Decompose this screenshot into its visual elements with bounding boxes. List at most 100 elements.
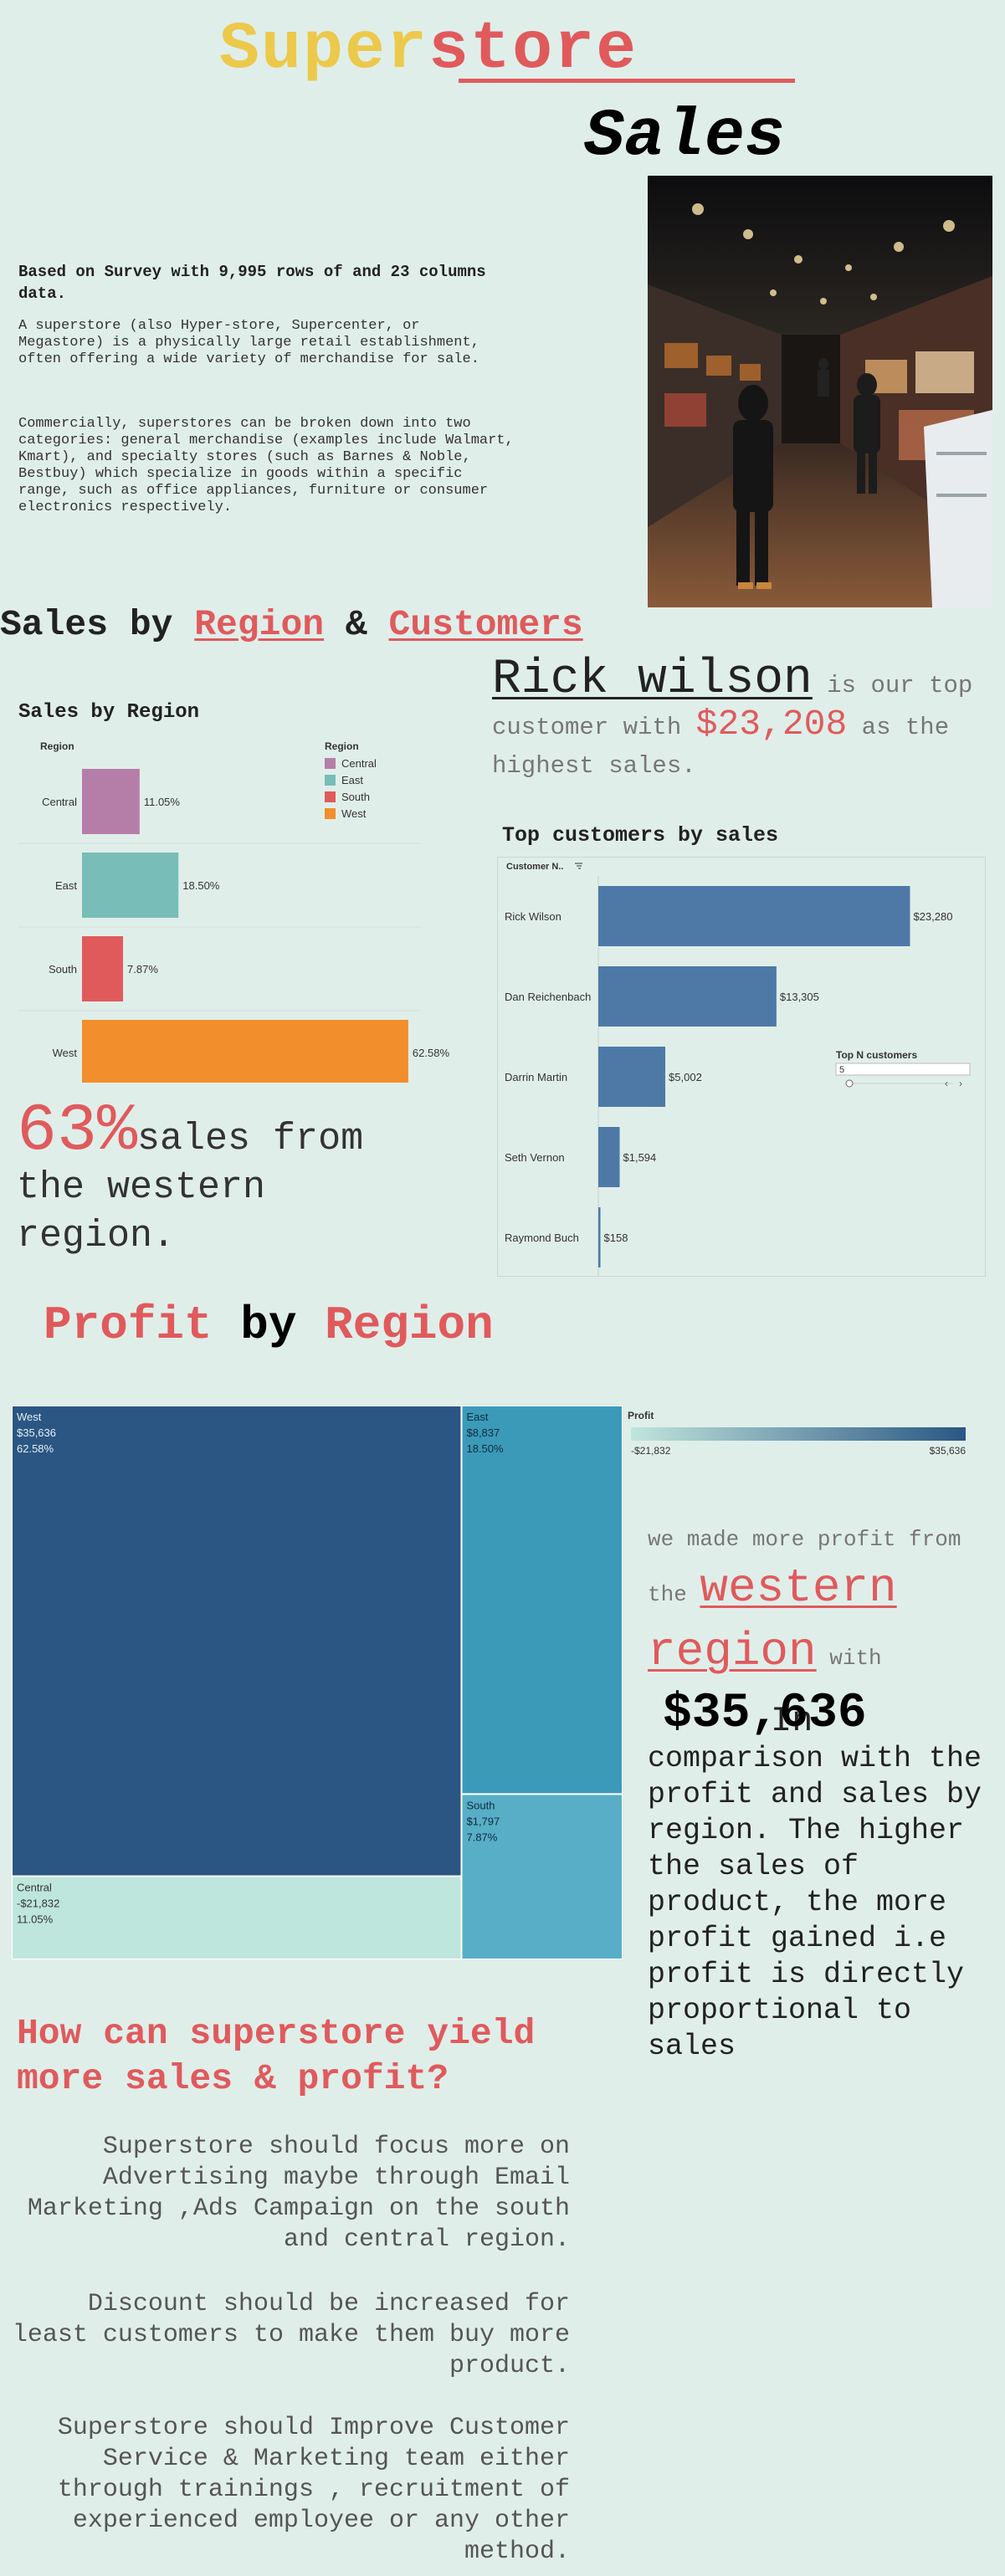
- customer-bar[interactable]: [598, 1207, 601, 1268]
- top-customer-callout: Rick wilson is our top customer with $23…: [492, 656, 994, 786]
- top-n-label: Top N customers: [836, 1049, 917, 1061]
- top-customer-text-2: as the highest sales.: [492, 714, 950, 780]
- treemap-cell-label: 18.50%: [466, 1442, 504, 1455]
- recommendation-line: experienced employee or any other: [72, 2507, 570, 2535]
- region-bar[interactable]: [82, 853, 179, 918]
- treemap-cell-label: East: [466, 1411, 488, 1423]
- recommendation-line: Superstore should focus more on: [102, 2133, 570, 2161]
- title-part-super: Super: [219, 12, 429, 88]
- store-photo-illustration: [648, 176, 992, 607]
- customer-bar[interactable]: [598, 1127, 620, 1187]
- recommendation-line: and central region.: [283, 2225, 570, 2254]
- treemap-cell-label: West: [17, 1411, 42, 1423]
- treemap-cell-label: $35,636: [17, 1426, 56, 1439]
- profit-treemap: West $35,636 62.58% Central -$21,832 11.05% Ea…: [12, 1406, 623, 1959]
- customer-tick-label: Rick Wilson: [505, 910, 561, 923]
- profit-insight-with: with: [816, 1646, 882, 1671]
- page-title: Superstore: [219, 12, 638, 88]
- customer-tick-label: Dan Reichenbach: [505, 991, 591, 1003]
- store-photo: [648, 176, 992, 607]
- region-legend-swatch: [325, 758, 336, 769]
- treemap-cell[interactable]: [12, 1406, 463, 1877]
- region-stat-number: 63%: [17, 1093, 138, 1170]
- treemap-cell-label: $1,797: [466, 1815, 500, 1827]
- customer-bar[interactable]: [598, 966, 777, 1027]
- customer-bar[interactable]: [598, 886, 910, 946]
- top-n-value: 5: [839, 1065, 844, 1075]
- region-stat: 63%sales from the western region.: [17, 1099, 435, 1261]
- top-customer-text-1: is our top customer with: [492, 672, 973, 741]
- region-legend-title: Region: [325, 740, 359, 752]
- profit-legend-min: -$21,832: [631, 1445, 671, 1457]
- region-bar-label: 7.87%: [127, 963, 158, 976]
- customer-bar-label: $23,280: [913, 910, 952, 923]
- region-stat-text: sales from the western region.: [17, 1118, 364, 1257]
- profit-legend-gradient: [631, 1427, 966, 1441]
- region-legend-swatch: [325, 775, 336, 786]
- treemap-cell-label: $8,837: [466, 1426, 500, 1439]
- recommendation-line: Superstore should Improve Customer: [57, 2414, 570, 2442]
- customer-tick-label: Raymond Buch: [505, 1232, 579, 1244]
- customer-bar-label: $5,002: [669, 1071, 702, 1083]
- region-bar-label: 11.05%: [144, 796, 181, 808]
- title-part-store: store: [428, 12, 638, 88]
- region-legend-label: East: [341, 774, 363, 786]
- sort-icon[interactable]: [575, 863, 582, 869]
- region-bar[interactable]: [82, 936, 124, 1001]
- section2-word-by: by: [212, 1298, 326, 1352]
- recommendation-2: Discount should be increased for least cu…: [13, 2289, 570, 2382]
- profit-legend-max: $35,636: [930, 1445, 967, 1457]
- profit-insight-intro: we made more profit from the: [648, 1527, 961, 1607]
- recommendation-1: Superstore should focus more on Advertisi…: [28, 2132, 570, 2256]
- profit-insight-amount: $35,636: [663, 1687, 867, 1741]
- customers-chart-title: Top customers by sales: [502, 823, 779, 848]
- top-customer-amount: $23,208: [695, 704, 848, 745]
- customer-bar-label: $1,594: [623, 1151, 657, 1164]
- recommendation-line: method.: [464, 2538, 570, 2566]
- treemap-cell-label: 62.58%: [17, 1442, 54, 1455]
- title-underline: [459, 79, 795, 83]
- recommendation-line: least customers to make them buy more: [12, 2321, 570, 2349]
- customer-bar-label: $158: [604, 1232, 628, 1244]
- region-legend-swatch: [325, 791, 336, 802]
- treemap-cell[interactable]: [460, 1406, 623, 1795]
- recommendation-line: Service & Marketing team either: [102, 2445, 570, 2473]
- sales-by-region-chart: Region Central 11.05% East 18.50% South 7.87% W…: [18, 740, 450, 1083]
- region-bar-label: 62.58%: [413, 1047, 450, 1059]
- page-subtitle: Sales: [584, 99, 786, 175]
- treemap-cell-label: South: [466, 1799, 495, 1811]
- region-legend-label: Central: [341, 757, 377, 770]
- section-heading-profit: Profit by Region: [44, 1298, 494, 1352]
- region-chart-title: Sales by Region: [18, 701, 200, 724]
- customer-bar-label: $13,305: [780, 991, 819, 1003]
- region-tick-label: South: [49, 963, 77, 976]
- intro-lead: Based on Survey with 9,995 rows of and 2…: [18, 263, 486, 303]
- section2-word-profit: Profit: [44, 1298, 213, 1352]
- treemap-cell[interactable]: [12, 1875, 463, 1959]
- region-axis-label: Region: [40, 740, 74, 752]
- chevron-left-icon[interactable]: ‹: [945, 1078, 948, 1089]
- recommendation-line: product.: [449, 2352, 570, 2380]
- top-n-slider-handle[interactable]: [845, 1079, 854, 1088]
- treemap-cell[interactable]: [460, 1793, 623, 1959]
- region-legend-label: West: [341, 807, 367, 820]
- profit-insight-body-first: In: [771, 1701, 813, 1741]
- region-tick-label: East: [55, 879, 77, 892]
- treemap-cell-label: 7.87%: [466, 1831, 497, 1843]
- section1-word-customers: Customers: [388, 604, 583, 645]
- chevron-right-icon[interactable]: ›: [959, 1078, 962, 1089]
- profit-insight: we made more profit from the western reg…: [648, 1523, 999, 1683]
- customer-bar[interactable]: [598, 1047, 666, 1107]
- region-bar[interactable]: [82, 769, 140, 834]
- profit-insight-body: $35,636In comparison with the profit and…: [648, 1703, 1005, 2065]
- region-legend-swatch: [325, 808, 336, 819]
- treemap-cell-label: Central: [17, 1882, 52, 1894]
- recommendation-line: Marketing ,Ads Campaign on the south: [27, 2194, 570, 2223]
- section2-word-region: Region: [325, 1298, 494, 1352]
- top-n-input[interactable]: [835, 1063, 971, 1076]
- section1-word-sales-by: Sales by: [0, 604, 195, 645]
- section1-word-region: Region: [194, 604, 325, 645]
- intro-paragraph-2: Commercially, superstores can be broken …: [18, 416, 514, 515]
- region-bar[interactable]: [82, 1020, 408, 1083]
- region-legend-label: South: [341, 791, 370, 803]
